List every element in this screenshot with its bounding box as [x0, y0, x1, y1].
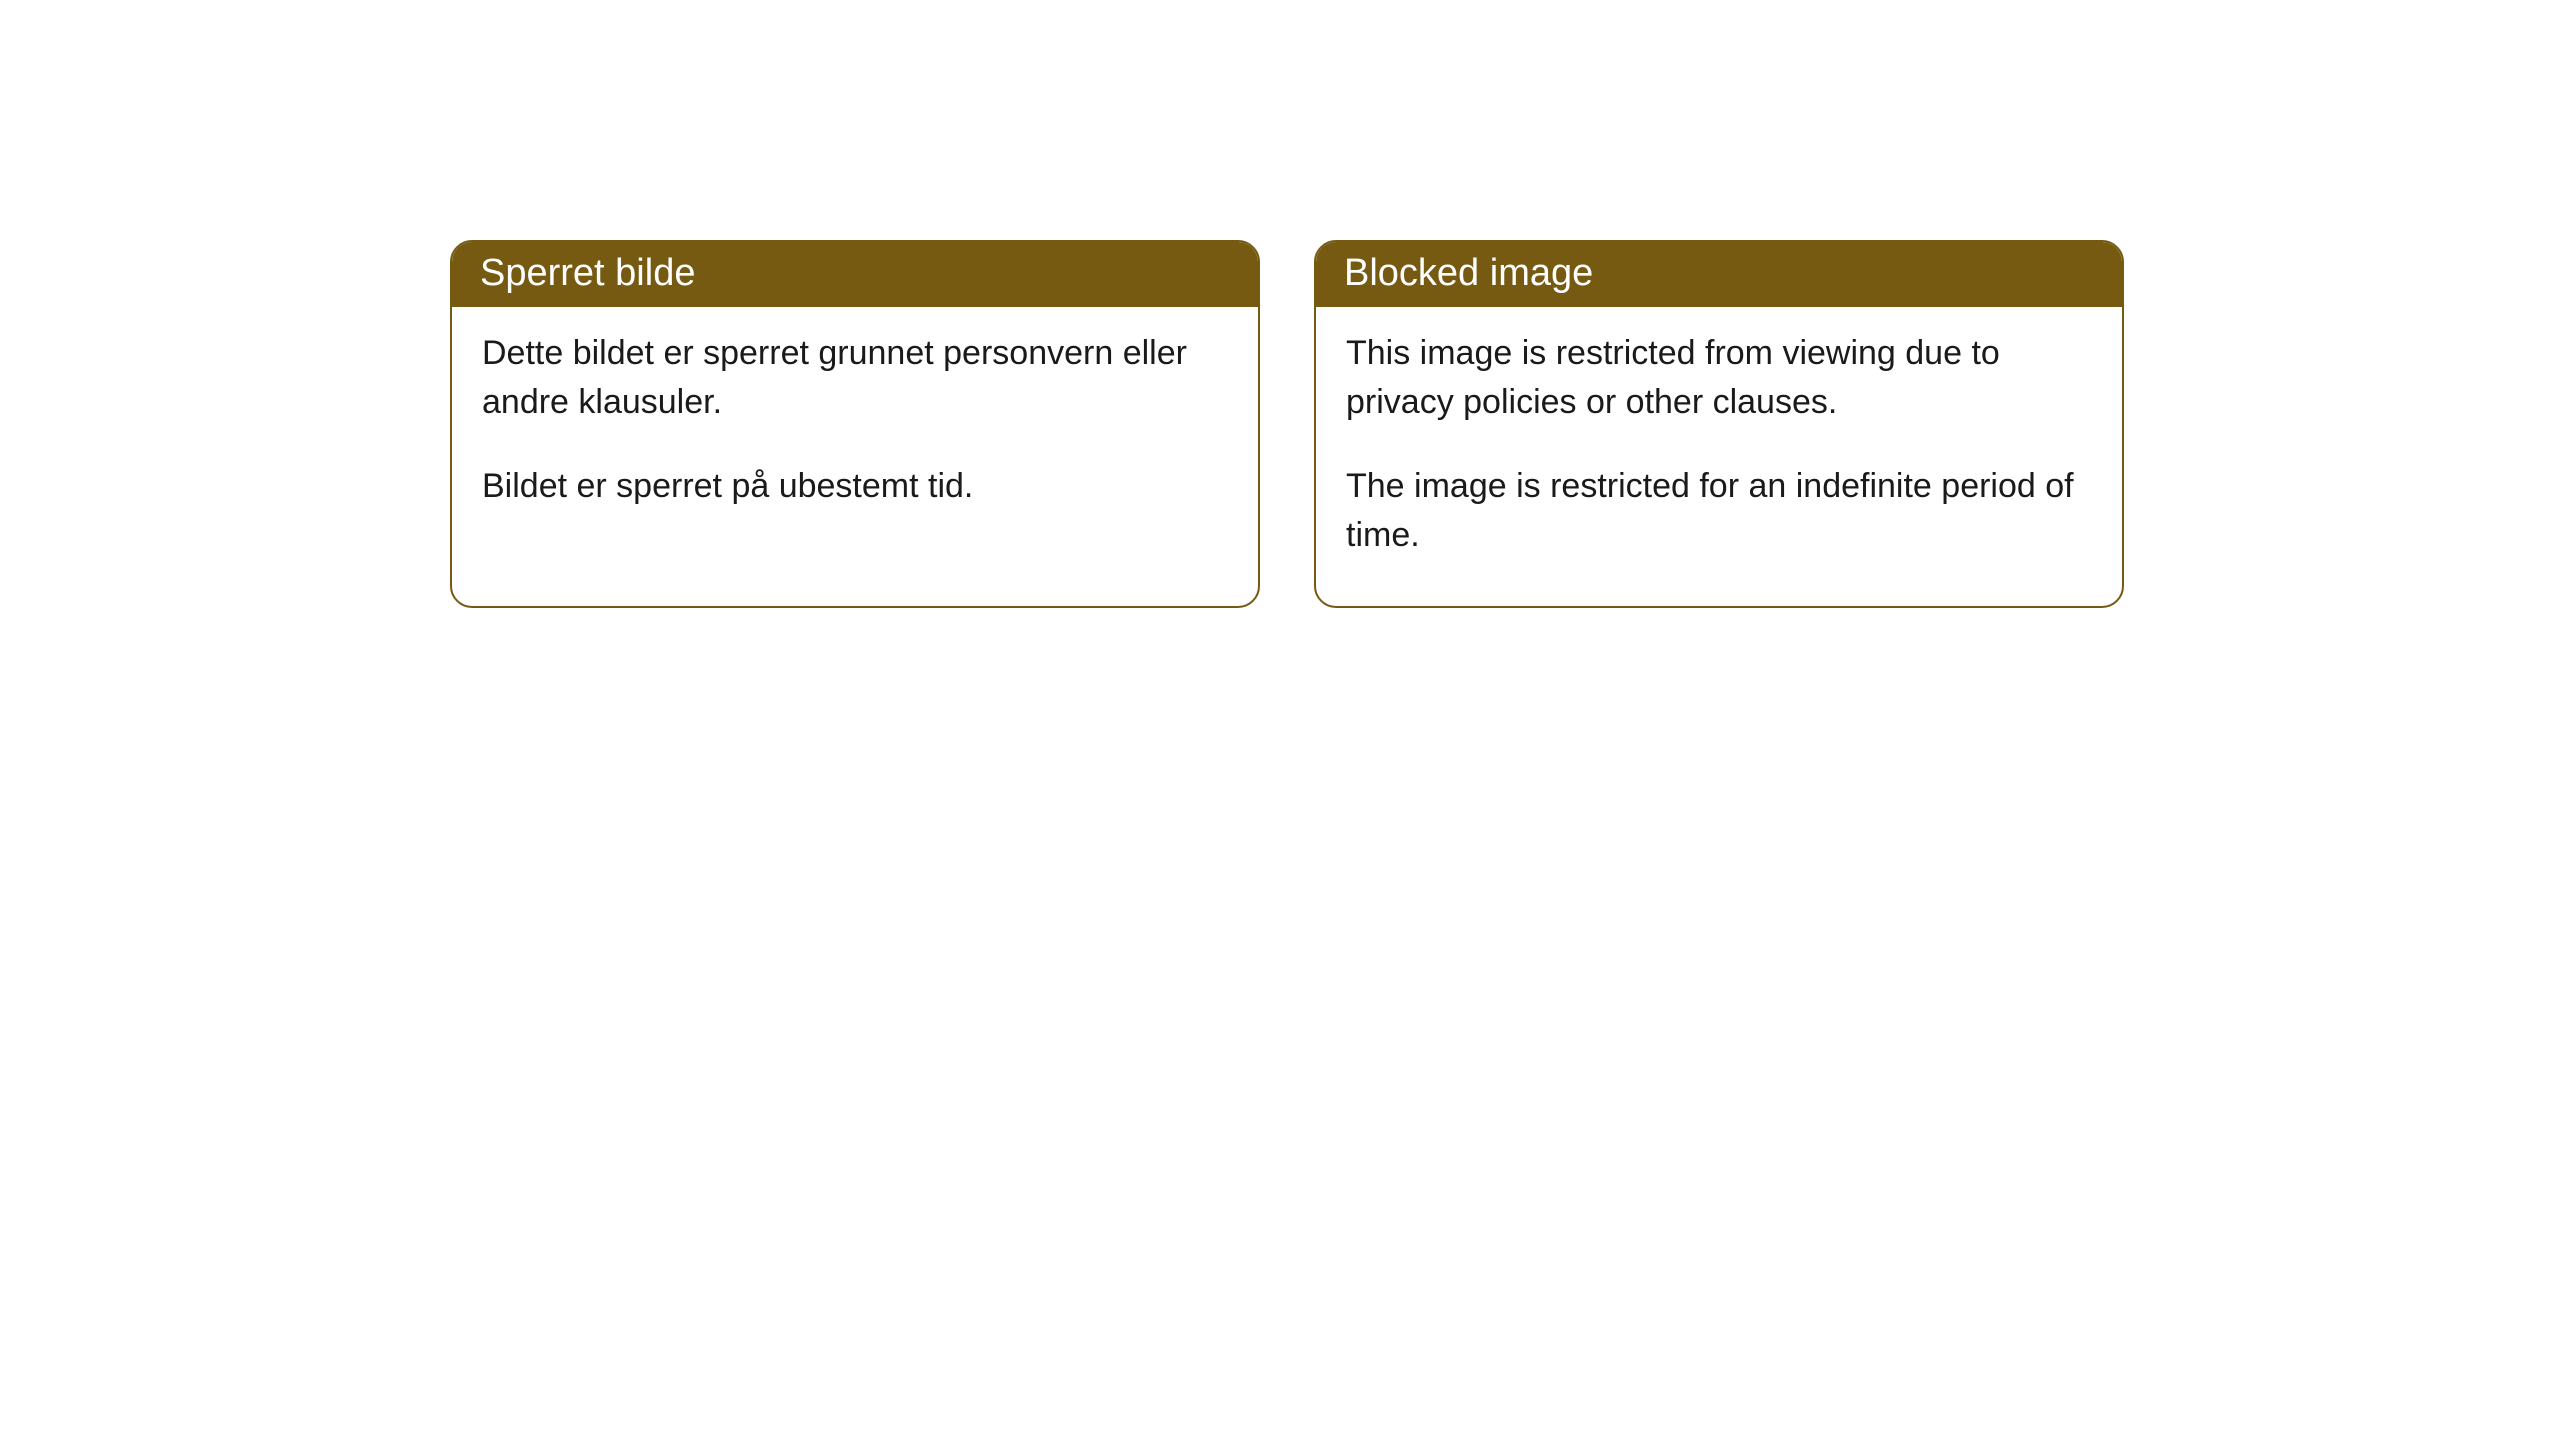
card-body-en: This image is restricted from viewing du…: [1316, 307, 2122, 606]
card-header-no: Sperret bilde: [452, 242, 1258, 307]
card-paragraph: Dette bildet er sperret grunnet personve…: [482, 329, 1228, 428]
card-paragraph: Bildet er sperret på ubestemt tid.: [482, 462, 1228, 511]
blocked-image-card-en: Blocked image This image is restricted f…: [1314, 240, 2124, 608]
cards-container: Sperret bilde Dette bildet er sperret gr…: [450, 240, 2124, 608]
blocked-image-card-no: Sperret bilde Dette bildet er sperret gr…: [450, 240, 1260, 608]
card-header-en: Blocked image: [1316, 242, 2122, 307]
card-paragraph: This image is restricted from viewing du…: [1346, 329, 2092, 428]
card-paragraph: The image is restricted for an indefinit…: [1346, 462, 2092, 561]
card-body-no: Dette bildet er sperret grunnet personve…: [452, 307, 1258, 557]
